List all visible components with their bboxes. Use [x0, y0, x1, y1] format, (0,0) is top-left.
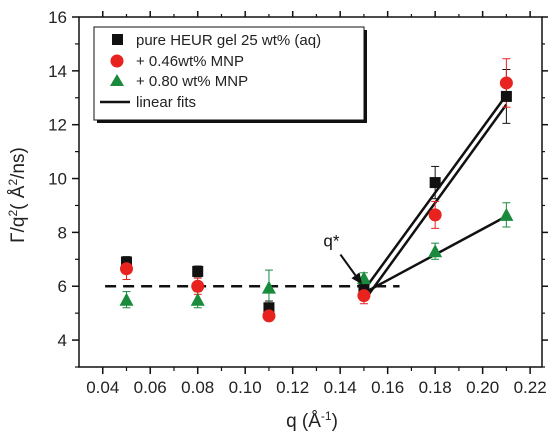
y-tick-label: 14 [48, 62, 67, 81]
x-tick-label: 0.14 [324, 378, 357, 397]
y-tick-label: 6 [58, 277, 67, 296]
y-tick-label: 8 [58, 223, 67, 242]
legend: pure HEUR gel 25 wt% (aq) + 0.46wt% MNP … [93, 26, 367, 123]
x-tick-label: 0.22 [514, 378, 547, 397]
data-point-circle [262, 309, 276, 323]
data-point-triangle [428, 244, 443, 258]
legend-label-046: + 0.46wt% MNP [136, 53, 244, 70]
data-point-circle [191, 279, 205, 293]
data-point-triangle [261, 280, 276, 294]
x-tick-label: 0.06 [134, 378, 167, 397]
x-tick-label: 0.08 [181, 378, 214, 397]
x-axis-title: q (Å-1) [286, 409, 338, 432]
x-tick-label: 0.12 [276, 378, 309, 397]
data-point-triangle [119, 292, 134, 306]
x-tick-label: 0.04 [86, 378, 119, 397]
legend-label-fits: linear fits [136, 94, 196, 111]
x-tick-label: 0.18 [419, 378, 452, 397]
data-point-circle [499, 76, 513, 90]
annotation: q* [323, 232, 362, 285]
legend-marker-square [112, 34, 123, 45]
legend-label-pure: pure HEUR gel 25 wt% (aq) [136, 32, 321, 49]
y-tick-label: 10 [48, 170, 67, 189]
data-point-square [263, 302, 275, 314]
annotation-arrow-line [339, 253, 357, 276]
legend-box [93, 26, 365, 121]
data-point-triangle [190, 292, 205, 306]
annotation-arrow-head [351, 272, 362, 285]
data-point-square [120, 256, 132, 268]
x-tick-label: 0.10 [229, 378, 262, 397]
annotation-text: q* [323, 232, 339, 251]
data-point-square [429, 177, 441, 189]
data-point-triangle [499, 207, 514, 221]
data-point-square [500, 90, 512, 102]
legend-marker-circle [110, 54, 124, 68]
data-point-square [358, 282, 370, 294]
tick-labels: 0.04 0.06 0.08 0.10 0.12 0.14 0.16 0.18 0.20 0.22… [48, 8, 547, 397]
data-point-square [192, 265, 204, 277]
y-tick-label: 12 [48, 116, 67, 135]
markers [119, 76, 514, 323]
y-tick-label: 4 [58, 331, 67, 350]
data-point-circle [119, 262, 133, 276]
legend-marker-triangle [110, 74, 124, 86]
data-point-circle [428, 208, 442, 222]
x-tick-label: 0.20 [466, 378, 499, 397]
y-axis-title: Γ/q2( Å2/ns) [6, 147, 29, 243]
y-tick-label: 16 [48, 8, 67, 27]
legend-label-080: + 0.80 wt% MNP [136, 73, 248, 90]
x-tick-label: 0.16 [371, 378, 404, 397]
data-point-circle [357, 289, 371, 303]
ticks [72, 11, 548, 374]
